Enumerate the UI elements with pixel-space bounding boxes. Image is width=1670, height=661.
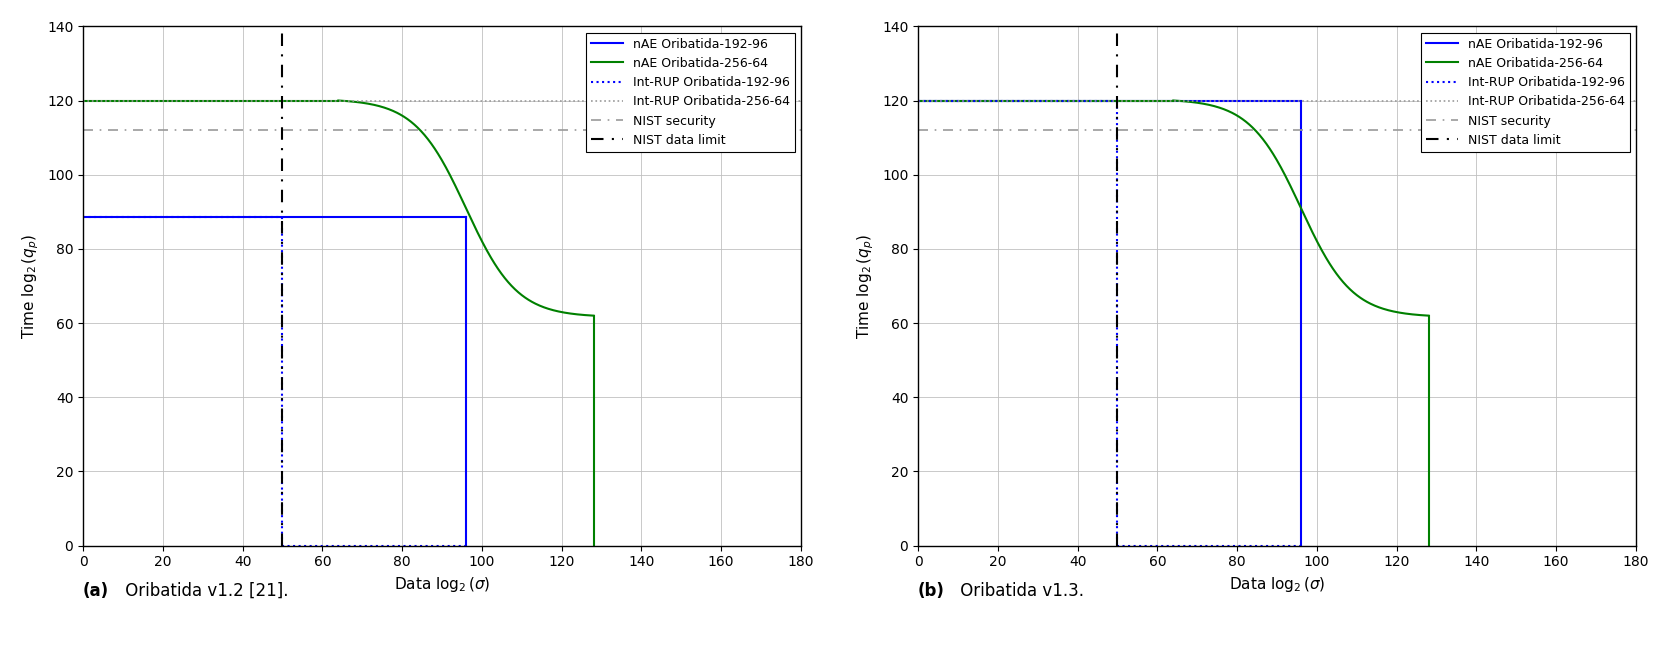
Text: (a): (a)	[84, 582, 109, 600]
Legend: nAE Oribatida-192-96, nAE Oribatida-256-64, Int-RUP Oribatida-192-96, Int-RUP Or: nAE Oribatida-192-96, nAE Oribatida-256-…	[586, 32, 795, 152]
Y-axis label: Time $\log_2(q_p)$: Time $\log_2(q_p)$	[855, 233, 877, 338]
Y-axis label: Time $\log_2(q_p)$: Time $\log_2(q_p)$	[20, 233, 42, 338]
X-axis label: Data $\log_2(\sigma)$: Data $\log_2(\sigma)$	[1229, 575, 1326, 594]
Text: Oribatida v1.3.: Oribatida v1.3.	[955, 582, 1084, 600]
Text: Oribatida v1.2 [21].: Oribatida v1.2 [21].	[120, 582, 289, 600]
Text: (b): (b)	[919, 582, 945, 600]
X-axis label: Data $\log_2(\sigma)$: Data $\log_2(\sigma)$	[394, 575, 491, 594]
Legend: nAE Oribatida-192-96, nAE Oribatida-256-64, Int-RUP Oribatida-192-96, Int-RUP Or: nAE Oribatida-192-96, nAE Oribatida-256-…	[1421, 32, 1630, 152]
